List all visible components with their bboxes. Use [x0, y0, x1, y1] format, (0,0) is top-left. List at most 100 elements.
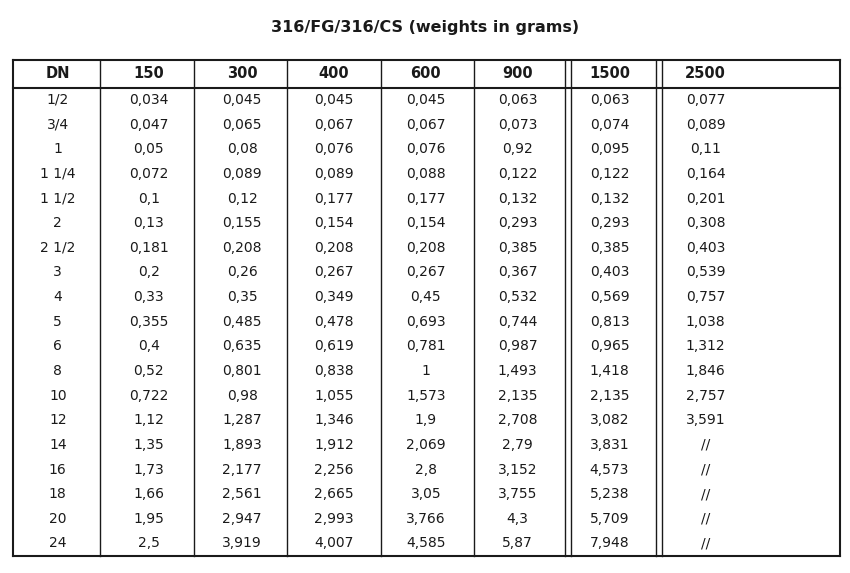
- Text: 4,3: 4,3: [507, 512, 529, 526]
- Text: 0,838: 0,838: [314, 364, 354, 378]
- Text: 0,403: 0,403: [686, 241, 725, 255]
- Text: 0,619: 0,619: [314, 339, 354, 354]
- Text: 0,208: 0,208: [406, 241, 445, 255]
- Text: 0,065: 0,065: [223, 117, 262, 132]
- Text: 316/FG/316/CS (weights in grams): 316/FG/316/CS (weights in grams): [271, 20, 579, 35]
- Text: 0,034: 0,034: [129, 93, 168, 107]
- Text: 18: 18: [49, 487, 66, 501]
- Text: 150: 150: [133, 66, 164, 81]
- Text: //: //: [701, 487, 710, 501]
- Text: DN: DN: [46, 66, 70, 81]
- Text: 0,076: 0,076: [314, 142, 354, 156]
- Text: 10: 10: [49, 388, 66, 403]
- Text: 1,573: 1,573: [406, 388, 445, 403]
- Text: 1,493: 1,493: [498, 364, 537, 378]
- Text: 0,385: 0,385: [498, 241, 537, 255]
- Text: 5: 5: [54, 315, 62, 329]
- Text: 2,79: 2,79: [502, 438, 533, 452]
- Text: 0,813: 0,813: [590, 315, 629, 329]
- Text: 0,067: 0,067: [406, 117, 445, 132]
- Text: 0,367: 0,367: [498, 265, 537, 280]
- Text: 3,755: 3,755: [498, 487, 537, 501]
- Text: 0,52: 0,52: [133, 364, 164, 378]
- Text: 0,12: 0,12: [227, 191, 258, 206]
- Text: 16: 16: [49, 462, 66, 477]
- Text: 0,164: 0,164: [686, 167, 725, 181]
- Text: //: //: [701, 536, 710, 551]
- Text: 1,418: 1,418: [590, 364, 629, 378]
- Text: 0,781: 0,781: [406, 339, 445, 354]
- Text: 0,045: 0,045: [314, 93, 354, 107]
- Text: 5,709: 5,709: [590, 512, 629, 526]
- Text: 0,693: 0,693: [406, 315, 445, 329]
- Text: 8: 8: [54, 364, 62, 378]
- Text: 2,069: 2,069: [406, 438, 445, 452]
- Text: 1,35: 1,35: [133, 438, 164, 452]
- Text: 0,089: 0,089: [314, 167, 354, 181]
- Text: 12: 12: [49, 413, 66, 427]
- Text: 1,912: 1,912: [314, 438, 354, 452]
- Text: 0,181: 0,181: [129, 241, 168, 255]
- Text: 0,076: 0,076: [406, 142, 445, 156]
- Text: 0,063: 0,063: [498, 93, 537, 107]
- Text: 0,089: 0,089: [223, 167, 262, 181]
- Text: 2,5: 2,5: [138, 536, 160, 551]
- Text: 0,33: 0,33: [133, 290, 164, 304]
- Text: 0,047: 0,047: [129, 117, 168, 132]
- Text: 1,66: 1,66: [133, 487, 164, 501]
- Text: 0,757: 0,757: [686, 290, 725, 304]
- Text: 0,132: 0,132: [498, 191, 537, 206]
- Text: 2,947: 2,947: [223, 512, 262, 526]
- Text: 1,95: 1,95: [133, 512, 164, 526]
- Text: 0,801: 0,801: [223, 364, 262, 378]
- Text: 0,355: 0,355: [129, 315, 168, 329]
- Text: 1/2: 1/2: [47, 93, 69, 107]
- Text: 0,089: 0,089: [686, 117, 725, 132]
- Text: 3,591: 3,591: [686, 413, 725, 427]
- Text: 3/4: 3/4: [47, 117, 69, 132]
- Text: 1: 1: [422, 364, 430, 378]
- Text: 0,569: 0,569: [590, 290, 629, 304]
- Text: 1,055: 1,055: [314, 388, 354, 403]
- Text: 0,201: 0,201: [686, 191, 725, 206]
- Text: 2,135: 2,135: [590, 388, 629, 403]
- Text: 0,635: 0,635: [223, 339, 262, 354]
- Text: 0,965: 0,965: [590, 339, 629, 354]
- Text: 0,072: 0,072: [129, 167, 168, 181]
- Text: 0,2: 0,2: [138, 265, 160, 280]
- Text: 0,722: 0,722: [129, 388, 168, 403]
- Text: 2,8: 2,8: [415, 462, 437, 477]
- Text: 3,831: 3,831: [590, 438, 629, 452]
- Text: 6: 6: [54, 339, 62, 354]
- Text: 0,987: 0,987: [498, 339, 537, 354]
- Text: 1: 1: [54, 142, 62, 156]
- Text: 1,846: 1,846: [686, 364, 725, 378]
- Text: 2,256: 2,256: [314, 462, 354, 477]
- Text: 0,122: 0,122: [498, 167, 537, 181]
- Text: 4: 4: [54, 290, 62, 304]
- Text: 0,073: 0,073: [498, 117, 537, 132]
- Text: 1,73: 1,73: [133, 462, 164, 477]
- Text: 2,757: 2,757: [686, 388, 725, 403]
- Text: 0,063: 0,063: [590, 93, 629, 107]
- Text: 0,045: 0,045: [406, 93, 445, 107]
- Text: 1,12: 1,12: [133, 413, 164, 427]
- Text: 0,208: 0,208: [223, 241, 262, 255]
- Text: //: //: [701, 512, 710, 526]
- Text: 0,532: 0,532: [498, 290, 537, 304]
- Text: 14: 14: [49, 438, 66, 452]
- Text: 0,35: 0,35: [227, 290, 258, 304]
- Text: 0,154: 0,154: [314, 216, 354, 230]
- Text: 2,993: 2,993: [314, 512, 354, 526]
- Text: 2500: 2500: [685, 66, 726, 81]
- Text: 1,9: 1,9: [415, 413, 437, 427]
- Text: 0,4: 0,4: [138, 339, 160, 354]
- Text: 3,152: 3,152: [498, 462, 537, 477]
- Text: //: //: [701, 438, 710, 452]
- Text: 1,346: 1,346: [314, 413, 354, 427]
- Text: 0,074: 0,074: [590, 117, 629, 132]
- Text: 0,45: 0,45: [411, 290, 441, 304]
- Text: 0,122: 0,122: [590, 167, 629, 181]
- Text: 300: 300: [227, 66, 258, 81]
- Text: 0,539: 0,539: [686, 265, 725, 280]
